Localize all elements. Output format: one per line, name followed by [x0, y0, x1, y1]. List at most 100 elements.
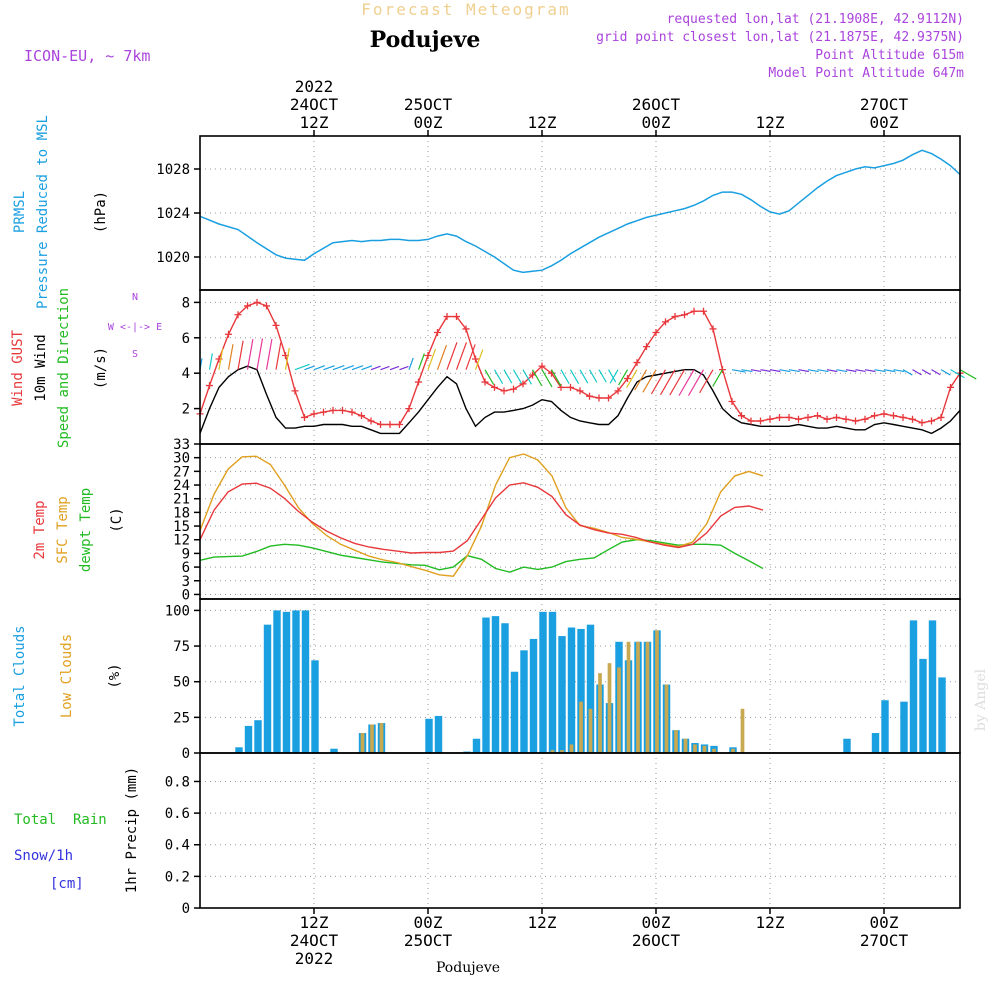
wind-gust-marker — [263, 302, 270, 310]
wind-direction-arrow — [817, 369, 829, 373]
wind-direction-arrow — [699, 369, 714, 394]
wind-gust-marker — [206, 382, 213, 390]
wind-direction-arrow — [769, 369, 781, 373]
wind-gust-marker — [595, 394, 603, 402]
wind-gust-marker — [329, 406, 337, 414]
temp-ylabel-dew: dewpt Temp — [78, 488, 94, 572]
wind-direction-arrow — [626, 369, 638, 388]
model-label: ICON-EU, ~ 7km — [24, 47, 150, 65]
wind-gust-marker — [500, 387, 508, 395]
wind-gust-marker — [928, 417, 935, 425]
wind-direction-arrow — [893, 369, 905, 373]
temp-2m-line — [199, 482, 764, 554]
y-tick-label: 8 — [182, 295, 190, 311]
wind-direction-arrow — [731, 369, 746, 373]
wind-direction-arrow — [678, 369, 695, 396]
wind-direction-arrow — [598, 369, 607, 383]
y-tick-label: 6 — [182, 560, 190, 576]
y-tick-label: 2 — [182, 402, 190, 418]
wind-direction-arrow — [465, 344, 476, 370]
y-tick-label: 6 — [182, 331, 190, 347]
wind-gust-marker — [681, 311, 688, 319]
wind-direction-arrow — [760, 369, 771, 373]
wind-gust-marker — [462, 325, 470, 333]
wind-gust-marker — [424, 351, 432, 359]
wind-gust-marker — [937, 413, 945, 421]
wind-direction-arrow — [237, 340, 244, 370]
wind-direction-arrow — [883, 369, 896, 373]
low-cloud-bar — [607, 663, 612, 753]
low-cloud-bar — [379, 723, 384, 753]
cloud-ylabel-low: Low Clouds — [59, 634, 75, 718]
top-time-label: 00Z — [414, 113, 443, 132]
wind-gust-marker — [918, 419, 926, 427]
low-cloud-bar — [645, 641, 650, 753]
wind-direction-arrow — [687, 369, 705, 396]
temp-unit: (C) — [109, 507, 125, 532]
wind-direction-arrow — [569, 369, 580, 385]
y-tick-label: 1028 — [156, 162, 190, 178]
total-cloud-bar — [510, 671, 519, 753]
top-time-label: 00Z — [642, 113, 671, 132]
wind-gust-marker — [614, 387, 622, 395]
low-cloud-bar — [550, 750, 555, 753]
wind-gust-marker — [386, 421, 394, 429]
wind-gust-marker — [301, 413, 308, 421]
y-tick-label: 0 — [182, 746, 190, 762]
y-tick-label: 0 — [182, 901, 190, 917]
wind-direction-arrow — [609, 369, 619, 384]
wind-ylabel-gust: Wind GUST — [10, 330, 26, 406]
wind-direction-arrow — [779, 369, 791, 373]
low-cloud-bar — [636, 641, 640, 753]
low-cloud-bar — [674, 730, 678, 753]
total-cloud-bar — [472, 738, 481, 753]
wind-direction-arrow — [522, 369, 532, 385]
y-tick-label: 1024 — [156, 206, 190, 222]
wind-direction-arrow — [855, 369, 866, 373]
total-cloud-bar — [567, 627, 576, 753]
wind-direction-arrow — [380, 365, 390, 371]
precip-legend-rain: Total Rain — [14, 812, 107, 828]
total-cloud-bar — [548, 611, 557, 753]
wind-direction-arrow — [408, 357, 414, 370]
wind-gust-marker — [481, 378, 489, 386]
wind-gust-marker — [880, 410, 888, 418]
wind-gust-marker — [861, 415, 869, 423]
low-cloud-bar — [617, 667, 621, 753]
low-cloud-bar — [626, 641, 631, 753]
wind-direction-arrow — [342, 364, 355, 371]
precip-ylabel: 1hr Precip (mm) — [124, 767, 140, 893]
pressure-unit: (hPa) — [93, 191, 109, 233]
wind-direction-arrow — [634, 369, 648, 391]
wind-direction-arrow — [902, 369, 913, 376]
top-time-label: 27OCT — [860, 95, 909, 114]
total-cloud-bar — [558, 636, 566, 753]
wind-direction-arrow — [313, 365, 325, 371]
wind-direction-arrow — [659, 369, 676, 396]
bottom-time-label: 26OCT — [632, 931, 681, 950]
wind-gust-marker — [519, 380, 527, 388]
y-tick-label: 9 — [182, 546, 190, 562]
total-cloud-bar — [909, 620, 918, 753]
top-time-label: 24OCT — [290, 95, 339, 114]
wind-direction-arrow — [323, 365, 335, 371]
wind-gust-marker — [633, 359, 641, 367]
pressure-line — [199, 149, 961, 274]
wind-gust-marker — [890, 412, 897, 420]
wind-gust-marker — [624, 375, 631, 383]
total-cloud-bar — [292, 610, 300, 753]
app-title: Forecast Meteogram — [361, 0, 570, 19]
low-cloud-bar — [560, 750, 564, 753]
top-time-label: 00Z — [870, 113, 899, 132]
wind-direction-arrow — [650, 369, 667, 395]
wind-gust-marker — [491, 383, 498, 391]
wind-direction-arrow — [332, 364, 345, 371]
wind-gust-marker — [747, 417, 755, 425]
wind-direction-arrow — [798, 369, 809, 373]
total-cloud-bar — [871, 733, 880, 753]
low-cloud-bar — [731, 748, 735, 753]
wind-direction-arrow — [455, 342, 467, 370]
wind-direction-arrow — [246, 339, 254, 370]
wind-gust-marker — [576, 387, 584, 395]
total-cloud-bar — [282, 611, 291, 753]
